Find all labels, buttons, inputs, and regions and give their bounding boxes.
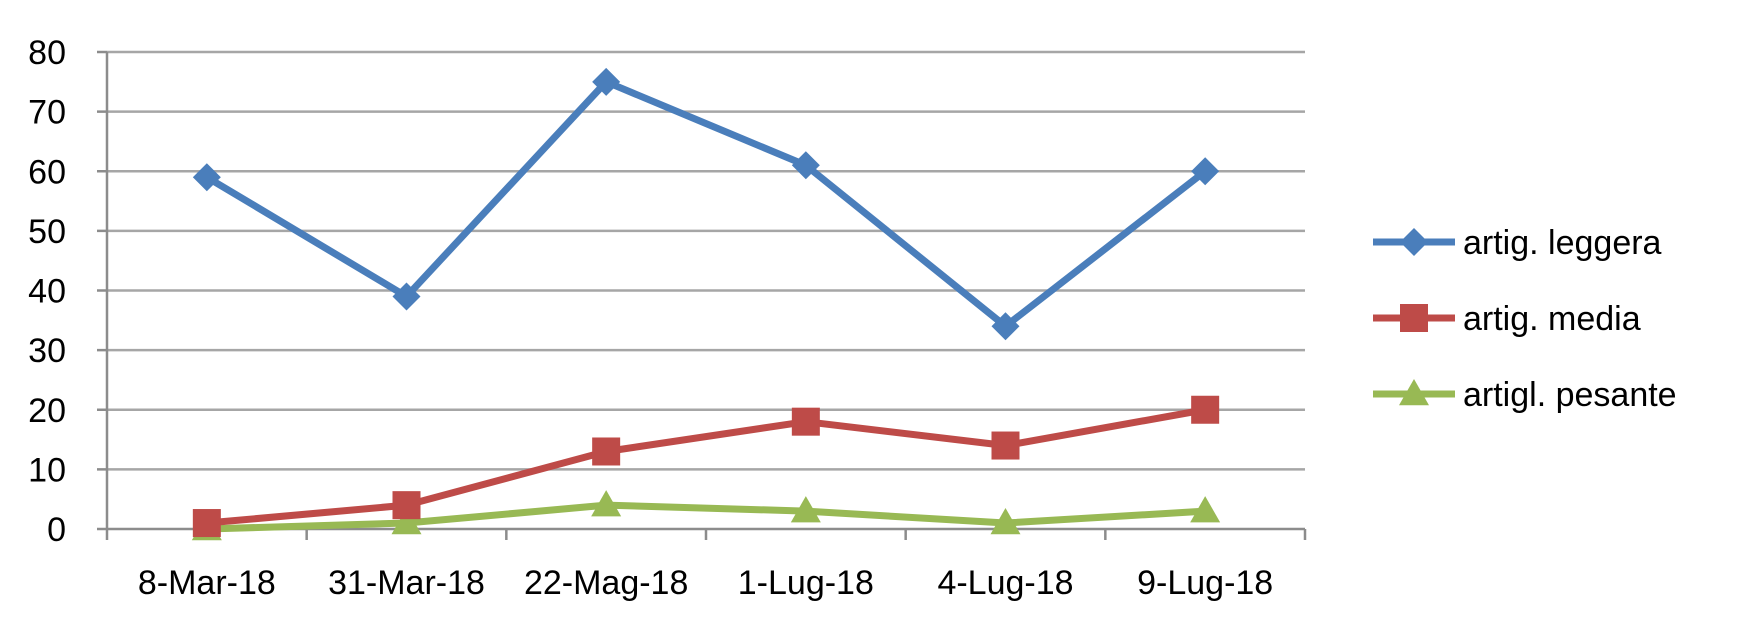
data-point-square bbox=[392, 491, 421, 520]
data-point-triangle bbox=[790, 496, 821, 523]
y-tick-label: 60 bbox=[28, 153, 66, 191]
series-1 bbox=[192, 395, 1220, 538]
y-tick-label: 30 bbox=[28, 332, 66, 370]
x-tick-label: 9-Lug-18 bbox=[1137, 564, 1273, 602]
y-tick-label: 80 bbox=[28, 34, 66, 72]
series-0 bbox=[192, 67, 1220, 341]
series-line bbox=[203, 406, 1209, 527]
legend-item: artigl. pesante bbox=[1373, 376, 1677, 414]
legend: artig. leggera artig. media artigl. pesant… bbox=[1373, 224, 1677, 414]
x-tick-label: 31-Mar-18 bbox=[328, 564, 485, 602]
data-point-square bbox=[1191, 395, 1220, 424]
y-tick-label: 0 bbox=[47, 511, 66, 549]
y-tick-label: 40 bbox=[28, 273, 66, 311]
legend-label: artigl. pesante bbox=[1463, 376, 1677, 414]
data-point-triangle bbox=[591, 490, 622, 517]
series bbox=[191, 67, 1221, 541]
data-point-square bbox=[791, 407, 820, 436]
x-tick-label: 4-Lug-18 bbox=[937, 564, 1073, 602]
series-line bbox=[203, 501, 1209, 533]
x-tick-label: 8-Mar-18 bbox=[138, 564, 276, 602]
legend-label: artig. media bbox=[1463, 300, 1641, 338]
series-line bbox=[203, 78, 1209, 330]
gridlines bbox=[107, 50, 1305, 471]
data-point-diamond bbox=[392, 282, 421, 311]
x-tick-label: 22-Mag-18 bbox=[524, 564, 688, 602]
data-point-diamond bbox=[791, 151, 820, 180]
data-point-square bbox=[991, 431, 1020, 460]
series-2 bbox=[191, 490, 1221, 541]
legend-item: artig. media bbox=[1373, 300, 1641, 338]
legend-marker-diamond bbox=[1400, 228, 1428, 256]
legend-item: artig. leggera bbox=[1373, 224, 1662, 262]
x-tick-label: 1-Lug-18 bbox=[738, 564, 874, 602]
data-point-triangle bbox=[990, 508, 1021, 535]
legend-label: artig. leggera bbox=[1463, 224, 1662, 262]
legend-marker-triangle bbox=[1399, 379, 1429, 406]
y-tick-label: 10 bbox=[28, 451, 66, 489]
x-tick-labels: 8-Mar-18 31-Mar-18 22-Mag-18 1-Lug-18 4-Lug-… bbox=[138, 564, 1273, 602]
y-tick-label: 70 bbox=[28, 94, 66, 132]
data-point-diamond bbox=[991, 312, 1020, 341]
data-point-triangle bbox=[1190, 496, 1221, 523]
data-point-diamond bbox=[592, 67, 621, 96]
y-tick-label: 20 bbox=[28, 392, 66, 430]
y-tick-label: 50 bbox=[28, 213, 66, 251]
y-tick-labels: 0 10 20 30 40 50 60 70 80 bbox=[28, 34, 66, 549]
data-point-square bbox=[192, 509, 221, 538]
data-point-diamond bbox=[1191, 157, 1220, 186]
data-point-square bbox=[592, 437, 621, 466]
data-point-diamond bbox=[192, 163, 221, 192]
data-point-triangle bbox=[391, 508, 422, 535]
legend-marker-square bbox=[1400, 304, 1428, 332]
